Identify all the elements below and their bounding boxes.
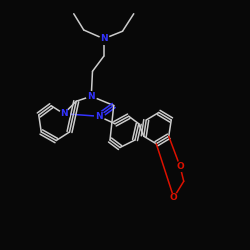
- Text: N: N: [88, 92, 95, 101]
- Text: N: N: [100, 34, 108, 43]
- Text: N: N: [95, 112, 102, 121]
- Text: O: O: [176, 162, 184, 171]
- Text: N: N: [60, 109, 68, 118]
- Text: O: O: [170, 193, 177, 202]
